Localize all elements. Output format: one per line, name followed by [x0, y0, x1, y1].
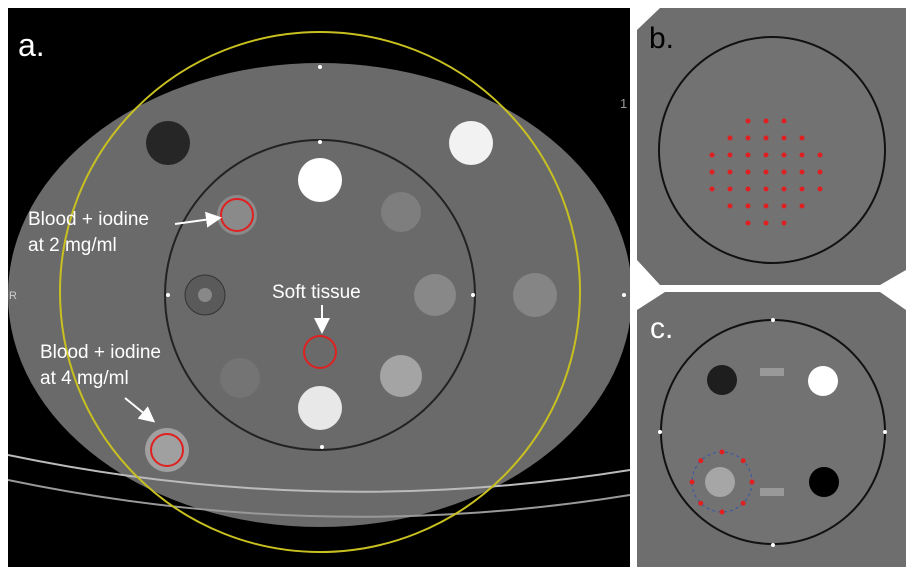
marker-dot: [800, 153, 805, 158]
annotation: at 4 mg/ml: [40, 368, 129, 389]
marker-dot: [782, 136, 787, 141]
annotation: Soft tissue: [272, 282, 361, 303]
marker-dot: [782, 204, 787, 209]
marker-dot: [764, 187, 769, 192]
annotation: Blood + iodine: [28, 209, 149, 230]
marker-dot: [764, 153, 769, 158]
marker-dot: [710, 153, 715, 158]
marker-dot: [728, 187, 733, 192]
marker-dot: [746, 119, 751, 124]
marker-dot: [710, 187, 715, 192]
marker-dot: [800, 136, 805, 141]
marker-dot: [746, 204, 751, 209]
marker-dot: [728, 170, 733, 175]
marker-dot: [764, 221, 769, 226]
marker-dot: [764, 204, 769, 209]
panel-b: [637, 8, 906, 285]
panel-label: c.: [650, 312, 673, 345]
annotation: Blood + iodine: [40, 342, 161, 363]
panel-label: b.: [649, 22, 674, 55]
marker-dot: [800, 187, 805, 192]
marker-dot: [818, 153, 823, 158]
marker-dot: [764, 119, 769, 124]
marker-dot: [818, 170, 823, 175]
annotation: at 2 mg/ml: [28, 235, 117, 256]
marker-dot: [720, 450, 725, 455]
marker-dot: [746, 187, 751, 192]
marker-dot: [818, 187, 823, 192]
marker-dot: [782, 170, 787, 175]
marker-dot: [782, 119, 787, 124]
marker-dot: [746, 221, 751, 226]
marker-dot: [800, 204, 805, 209]
marker-dot: [746, 136, 751, 141]
marker-dot: [750, 480, 755, 485]
marker-dot: [710, 170, 715, 175]
marker-dot: [764, 170, 769, 175]
marker-dot: [728, 136, 733, 141]
marker-dot: [720, 510, 725, 515]
marker-dot: [698, 458, 703, 463]
marker-dot: [764, 136, 769, 141]
page: a. R Blood + iodine at 2 mg/ml Soft tiss…: [0, 0, 906, 567]
marker-dot: [690, 480, 695, 485]
marker-dot: [746, 170, 751, 175]
marker-dot: [728, 153, 733, 158]
panel-label: a.: [18, 27, 45, 63]
figure: a. R Blood + iodine at 2 mg/ml Soft tiss…: [0, 0, 906, 567]
orientation-marker: R: [9, 290, 17, 302]
marker-dot: [782, 221, 787, 226]
panel-c: [637, 292, 906, 567]
marker-dot: [698, 501, 703, 506]
marker-dot: [746, 153, 751, 158]
marker-dot: [782, 153, 787, 158]
marker-dot: [782, 187, 787, 192]
marker-dot: [800, 170, 805, 175]
marker-dot: [741, 458, 746, 463]
scale-marker: 1: [620, 96, 627, 111]
marker-dot: [741, 501, 746, 506]
marker-dot: [728, 204, 733, 209]
